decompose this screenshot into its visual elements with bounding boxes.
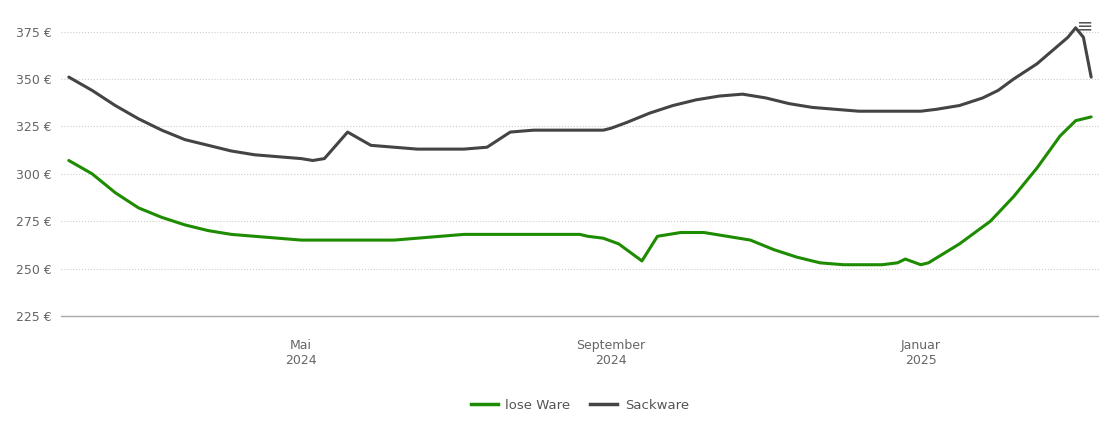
Text: ≡: ≡	[1077, 17, 1093, 36]
Legend: lose Ware, Sackware: lose Ware, Sackware	[466, 394, 694, 417]
